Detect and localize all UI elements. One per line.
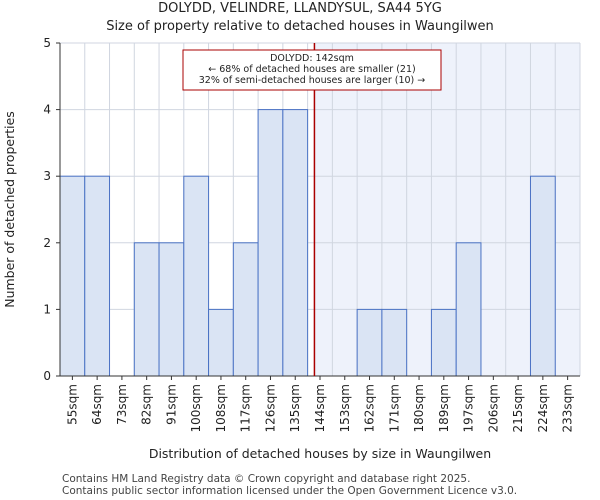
bar-135sqm bbox=[282, 109, 309, 377]
x-tick-label-82sqm: 82sqm bbox=[140, 384, 154, 425]
bar-82sqm bbox=[133, 242, 160, 377]
x-tick-label-224sqm: 224sqm bbox=[536, 384, 550, 432]
bar-224sqm bbox=[529, 175, 556, 377]
x-tick-label-55sqm: 55sqm bbox=[65, 384, 79, 425]
x-tick-label-233sqm: 233sqm bbox=[561, 384, 575, 432]
x-tick-label-215sqm: 215sqm bbox=[511, 384, 525, 432]
chart-title: DOLYDD, VELINDRE, LLANDYSUL, SA44 5YG bbox=[158, 1, 442, 16]
x-tick-label-206sqm: 206sqm bbox=[486, 384, 500, 432]
y-tick-label: 4 bbox=[43, 103, 51, 117]
annotation-line-2: ← 68% of detached houses are smaller (21… bbox=[208, 64, 415, 75]
annotation-line-1: DOLYDD: 142sqm bbox=[270, 53, 354, 64]
y-tick-label: 1 bbox=[43, 302, 51, 316]
y-tick-label: 0 bbox=[43, 369, 51, 383]
bar-100sqm bbox=[183, 175, 210, 377]
bar-108sqm bbox=[208, 308, 234, 377]
x-tick-label-144sqm: 144sqm bbox=[313, 384, 327, 432]
x-tick-label-171sqm: 171sqm bbox=[387, 384, 401, 432]
y-axis-title: Number of detached properties bbox=[2, 111, 17, 308]
x-tick-label-189sqm: 189sqm bbox=[437, 384, 451, 432]
x-tick-label-117sqm: 117sqm bbox=[239, 384, 253, 432]
x-tick-label-126sqm: 126sqm bbox=[263, 384, 277, 432]
y-tick-label: 2 bbox=[43, 236, 51, 250]
x-tick-label-197sqm: 197sqm bbox=[462, 384, 476, 432]
chart-subtitle: Size of property relative to detached ho… bbox=[106, 19, 494, 34]
x-tick-label-162sqm: 162sqm bbox=[363, 384, 377, 432]
bar-171sqm bbox=[381, 308, 408, 377]
y-tick-label: 5 bbox=[43, 36, 51, 50]
footer-line-2: Contains public sector information licen… bbox=[62, 485, 518, 497]
x-axis-title: Distribution of detached houses by size … bbox=[149, 446, 491, 461]
bar-162sqm bbox=[356, 308, 383, 377]
x-tick-label-73sqm: 73sqm bbox=[115, 384, 129, 425]
x-tick-label-64sqm: 64sqm bbox=[90, 384, 104, 425]
y-tick-label: 3 bbox=[43, 169, 51, 183]
bar-126sqm bbox=[257, 109, 284, 377]
bar-197sqm bbox=[455, 242, 482, 377]
bar-117sqm bbox=[232, 242, 259, 377]
annotation-box bbox=[182, 49, 442, 91]
annotation-line-3: 32% of semi-detached houses are larger (… bbox=[199, 75, 426, 86]
bar-64sqm bbox=[84, 175, 111, 377]
bar-91sqm bbox=[158, 242, 185, 377]
x-tick-label-135sqm: 135sqm bbox=[288, 384, 302, 432]
x-tick-label-153sqm: 153sqm bbox=[338, 384, 352, 432]
x-tick-label-180sqm: 180sqm bbox=[412, 384, 426, 432]
x-tick-label-100sqm: 100sqm bbox=[189, 384, 203, 432]
x-tick-label-91sqm: 91sqm bbox=[164, 384, 178, 425]
bar-189sqm bbox=[430, 308, 457, 377]
footer-line-1: Contains HM Land Registry data © Crown c… bbox=[62, 473, 471, 485]
bar-55sqm bbox=[59, 175, 86, 377]
bar-chart: 0 1 2 3 4 5 55sqm 64sqm 73sqm 82sqm 91sqm 100sqm 108… bbox=[2, 36, 581, 461]
x-tick-label-108sqm: 108sqm bbox=[214, 384, 228, 432]
